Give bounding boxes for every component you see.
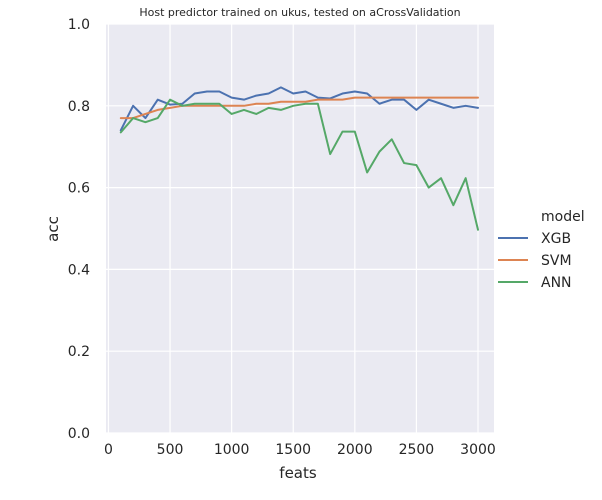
y-tick-label: 0.0 [68, 426, 90, 442]
y-axis-label: acc [44, 216, 62, 242]
x-axis-ticks: 0 500 1000 1500 2000 2500 3000 [104, 442, 496, 458]
x-tick-label: 2500 [399, 442, 435, 458]
legend: model XGB SVM ANN [498, 209, 585, 291]
legend-label-ann: ANN [541, 275, 572, 291]
y-tick-label: 0.6 [68, 181, 90, 197]
legend-title: model [541, 209, 585, 225]
chart-title: Host predictor trained on ukus, tested o… [139, 6, 460, 19]
y-tick-label: 0.8 [68, 99, 90, 115]
x-tick-label: 2000 [337, 442, 373, 458]
y-axis-ticks: 0.0 0.2 0.4 0.6 0.8 1.0 [68, 17, 90, 442]
y-tick-label: 1.0 [68, 17, 90, 33]
y-tick-label: 0.2 [68, 344, 90, 360]
x-tick-label: 0 [104, 442, 113, 458]
series-layer [119, 86, 479, 231]
x-tick-label: 1500 [275, 442, 311, 458]
x-axis-label: feats [279, 464, 317, 482]
x-tick-label: 500 [157, 442, 184, 458]
x-tick-label: 1000 [214, 442, 250, 458]
plot-area [106, 24, 494, 433]
series-line-svm [119, 96, 479, 120]
y-tick-label: 0.4 [68, 262, 90, 278]
series-line-ann [119, 98, 479, 231]
x-tick-label: 3000 [460, 442, 496, 458]
legend-label-xgb: XGB [541, 231, 571, 247]
grid-lines [106, 23, 494, 434]
legend-label-svm: SVM [541, 253, 572, 269]
